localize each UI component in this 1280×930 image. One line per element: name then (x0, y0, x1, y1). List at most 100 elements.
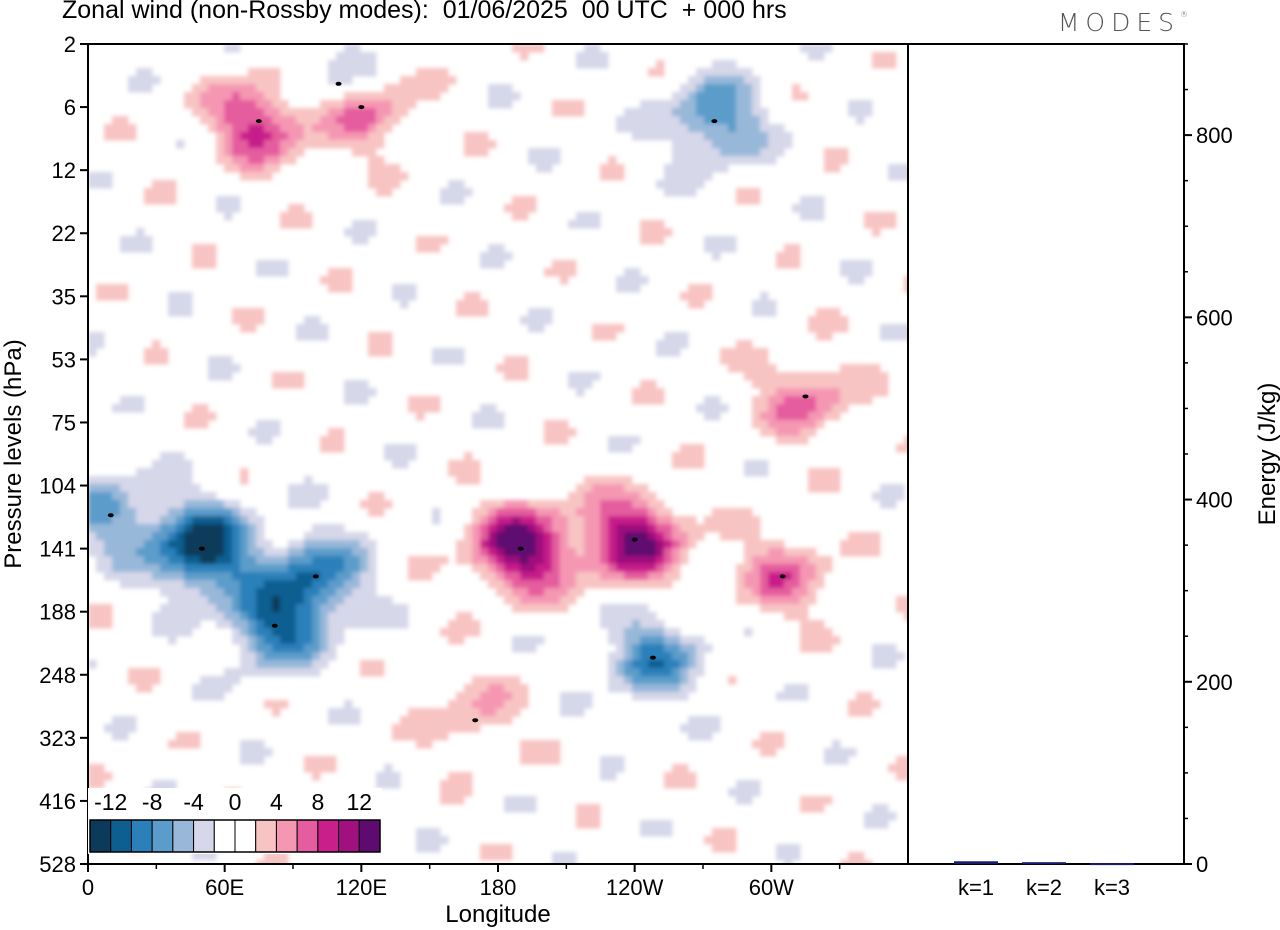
heatmap-cell (112, 500, 121, 509)
heatmap-cell (840, 548, 849, 557)
heatmap-cell (232, 596, 241, 605)
heatmap-cell (432, 732, 441, 741)
heatmap-cell (536, 756, 545, 765)
heatmap-cell (248, 428, 257, 437)
heatmap-cell (808, 644, 817, 653)
heatmap-cell (240, 164, 249, 173)
heatmap-cell (232, 668, 241, 677)
heatmap-cell (232, 612, 241, 621)
heatmap-cell (696, 404, 705, 413)
heatmap-cell (816, 572, 825, 581)
heatmap-cell (688, 460, 697, 469)
heatmap-cell (136, 76, 145, 85)
heatmap-cell (128, 396, 137, 405)
heatmap-cell (536, 156, 545, 165)
heatmap-cell (120, 540, 129, 549)
energy-category-label: k=1 (958, 875, 994, 900)
heatmap-cell (720, 140, 729, 149)
heatmap-cell (256, 436, 265, 445)
heatmap-cell (624, 116, 633, 125)
heatmap-cell (240, 652, 249, 661)
heatmap-cell (168, 532, 177, 541)
heatmap-cell (192, 532, 201, 541)
heatmap-cell (336, 76, 345, 85)
heatmap-cell (760, 588, 769, 597)
heatmap-cell (448, 196, 457, 205)
heatmap-cell (600, 476, 609, 485)
heatmap-cell (288, 500, 297, 509)
heatmap-cell (304, 628, 313, 637)
heatmap-cell (272, 852, 281, 861)
heatmap-cell (432, 724, 441, 733)
heatmap-cell (472, 684, 481, 693)
heatmap-cell (624, 612, 633, 621)
heatmap-cell (712, 412, 721, 421)
heatmap-cell (472, 412, 481, 421)
heatmap-cell (576, 516, 585, 525)
heatmap-cell (616, 532, 625, 541)
heatmap-cell (112, 564, 121, 573)
heatmap-cell (424, 236, 433, 245)
heatmap-cell (232, 196, 241, 205)
heatmap-cell (656, 668, 665, 677)
heatmap-cell (768, 420, 777, 429)
heatmap-cell (664, 508, 673, 517)
heatmap-cell (816, 556, 825, 565)
heatmap-cell (152, 628, 161, 637)
heatmap-cell (688, 164, 697, 173)
heatmap-cell (312, 124, 321, 133)
heatmap-cell (696, 156, 705, 165)
heatmap-cell (376, 604, 385, 613)
heatmap-cell (368, 124, 377, 133)
heatmap-cell (288, 636, 297, 645)
heatmap-cell (752, 580, 761, 589)
heatmap-cell (456, 620, 465, 629)
heatmap-cell (688, 452, 697, 461)
heatmap-cell (384, 780, 393, 789)
heatmap-cell (240, 604, 249, 613)
heatmap-cell (568, 260, 577, 269)
heatmap-cell (680, 636, 689, 645)
heatmap-cell (392, 84, 401, 93)
heatmap-cell (792, 404, 801, 413)
heatmap-cell (448, 716, 457, 725)
heatmap-cell (760, 348, 769, 357)
heatmap-cell (872, 540, 881, 549)
heatmap-cell (336, 524, 345, 533)
heatmap-cell (840, 404, 849, 413)
heatmap-cell (488, 684, 497, 693)
heatmap-cell (520, 316, 529, 325)
heatmap-cell (424, 244, 433, 253)
heatmap-cell (256, 860, 265, 864)
heatmap-cell (480, 692, 489, 701)
heatmap-cell (704, 716, 713, 725)
heatmap-cell (200, 420, 209, 429)
heatmap-cell (688, 140, 697, 149)
heatmap-cell (728, 148, 737, 157)
heatmap-cell (248, 660, 257, 669)
heatmap-cell (392, 116, 401, 125)
heatmap-cell (512, 500, 521, 509)
heatmap-cell (248, 148, 257, 157)
heatmap-cell (488, 580, 497, 589)
heatmap-cell (784, 548, 793, 557)
heatmap-cell (432, 708, 441, 717)
heatmap-cell (840, 540, 849, 549)
heatmap-cell (184, 524, 193, 533)
heatmap-cell (368, 348, 377, 357)
heatmap-cell (128, 556, 137, 565)
heatmap-cell (488, 572, 497, 581)
heatmap-cell (712, 148, 721, 157)
heatmap-cell (592, 492, 601, 501)
heatmap-cell (248, 564, 257, 573)
heatmap-cell (744, 68, 753, 77)
heatmap-cell (808, 44, 817, 53)
heatmap-cell (192, 492, 201, 501)
heatmap-cell (208, 548, 217, 557)
heatmap-cell (568, 516, 577, 525)
heatmap-cell (808, 572, 817, 581)
heatmap-cell (272, 268, 281, 277)
heatmap-cell (744, 572, 753, 581)
heatmap-cell (232, 556, 241, 565)
y-axis-title: Pressure levels (hPa) (0, 339, 27, 568)
